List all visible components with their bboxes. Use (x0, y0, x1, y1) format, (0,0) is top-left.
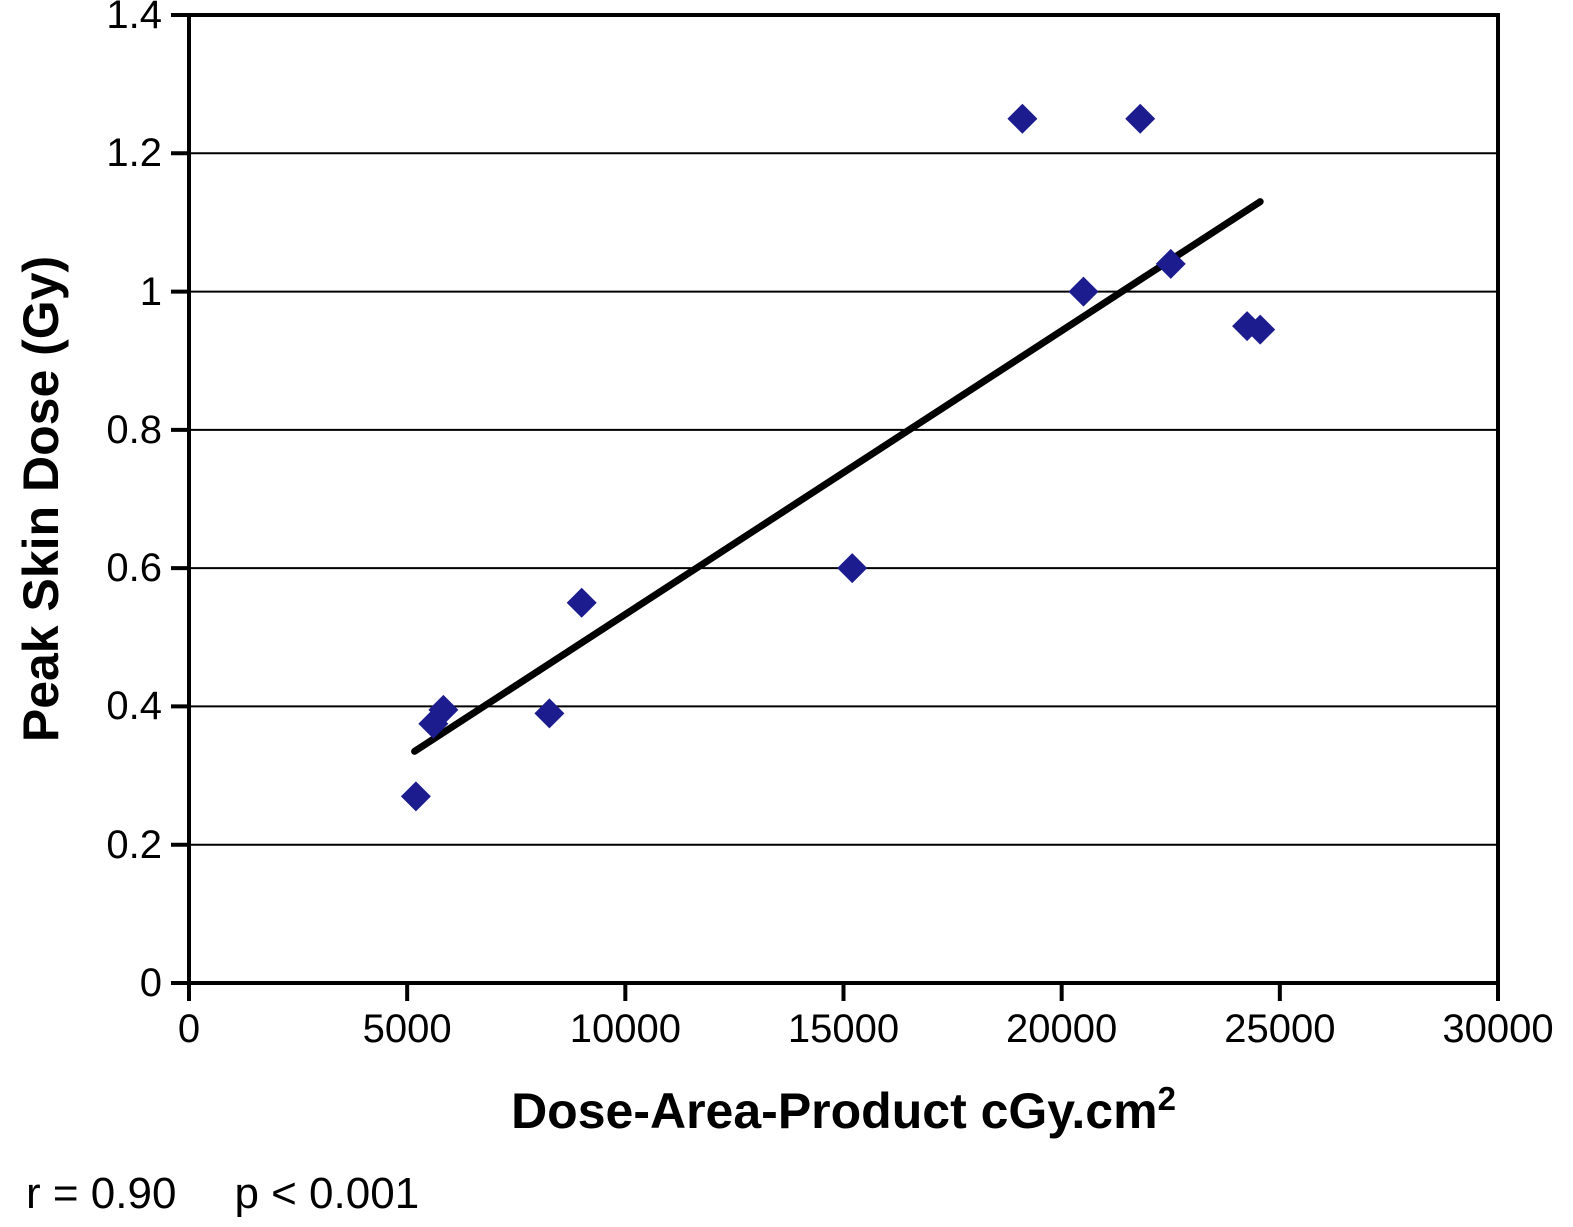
y-tick-label: 0.2 (106, 822, 162, 867)
data-point (428, 694, 459, 725)
trend-line (411, 198, 1264, 755)
p-value: p < 0.001 (234, 1169, 420, 1218)
data-point (837, 553, 868, 584)
x-tick-label: 5000 (362, 1007, 452, 1051)
y-tick-label: 1.4 (106, 0, 162, 37)
data-point (1007, 103, 1038, 134)
data-point (400, 781, 431, 812)
x-tick-label: 0 (177, 1007, 201, 1051)
y-tick-label: 0.4 (106, 684, 162, 729)
y-tick-label: 1.2 (106, 131, 162, 176)
y-tick-label: 0 (139, 961, 162, 1005)
x-axis-title-text: Dose-Area-Product cGy.cm (511, 1083, 1158, 1139)
x-tick-label: 10000 (569, 1007, 681, 1051)
x-tick-label: 15000 (787, 1007, 900, 1051)
x-tick-label: 20000 (1006, 1007, 1118, 1051)
y-tick-label: 1 (139, 269, 162, 314)
data-point (1068, 276, 1099, 307)
correlation-r-value: r = 0.90 (26, 1169, 177, 1218)
y-tick-label: 0.6 (106, 546, 162, 591)
data-point (534, 698, 565, 729)
data-point (1155, 248, 1186, 279)
x-axis-title-superscript: 2 (1157, 1080, 1176, 1117)
data-point (566, 587, 597, 618)
data-point (1125, 103, 1156, 134)
data-point (1245, 314, 1276, 345)
x-tick-label: 25000 (1224, 1007, 1336, 1051)
stats-annotation: r = 0.90 p < 0.001 (26, 1168, 419, 1220)
x-axis-title: Dose-Area-Product cGy.cm2 (189, 1080, 1498, 1140)
plot-border (187, 13, 1500, 985)
y-tick-label: 0.8 (106, 407, 162, 452)
x-tick-label: 30000 (1442, 1007, 1554, 1051)
